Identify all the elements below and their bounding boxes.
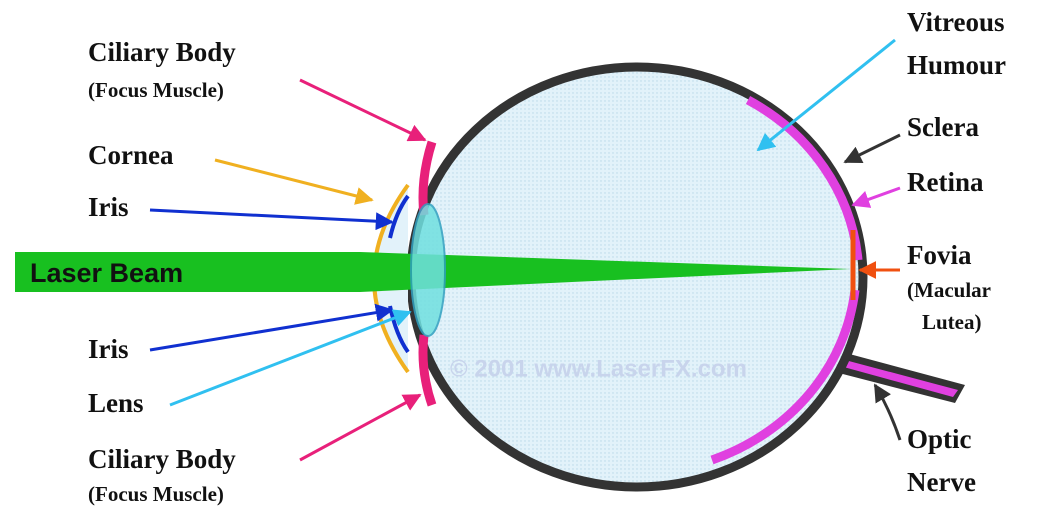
eye-diagram: Laser Beam © 2001 www.LaserFX.com Ciliar… xyxy=(0,0,1047,511)
label: Lens xyxy=(88,388,144,418)
label: Retina xyxy=(907,167,984,197)
label: Ciliary Body xyxy=(88,37,236,67)
label-note: (Focus Muscle) xyxy=(88,78,224,102)
beam-label: Laser Beam xyxy=(30,258,183,288)
arrow xyxy=(150,210,392,222)
label: Nerve xyxy=(907,467,976,497)
arrow xyxy=(758,40,895,150)
label: Iris xyxy=(88,334,129,364)
label: Humour xyxy=(907,50,1006,80)
watermark: © 2001 www.LaserFX.com xyxy=(450,355,747,382)
label: Ciliary Body xyxy=(88,444,236,474)
arrow xyxy=(300,80,425,140)
label-note: (Macular xyxy=(907,278,991,302)
arrow xyxy=(215,160,372,200)
label: Fovia xyxy=(907,240,972,270)
label: Vitreous xyxy=(907,7,1005,37)
label: Cornea xyxy=(88,140,174,170)
arrow xyxy=(300,395,420,460)
arrow xyxy=(845,135,900,162)
arrow xyxy=(875,385,900,440)
lens xyxy=(411,204,445,336)
label-note: (Focus Muscle) xyxy=(88,482,224,506)
label: Iris xyxy=(88,192,129,222)
arrow xyxy=(150,310,392,350)
label: Sclera xyxy=(907,112,979,142)
arrow xyxy=(853,188,900,205)
label-note: Lutea) xyxy=(922,310,982,334)
label: Optic xyxy=(907,424,972,454)
